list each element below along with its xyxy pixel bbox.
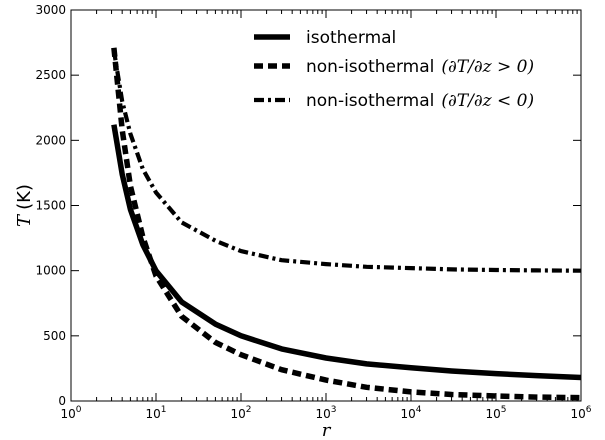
x-tick-exponent: 6 (586, 405, 592, 415)
series-line-3 (111, 50, 582, 273)
y-tick-label: 500 (43, 329, 66, 343)
y-axis-title: T (K) (14, 184, 35, 227)
x-tick-base: 10 (230, 407, 245, 421)
x-tick-label: 106 (570, 405, 591, 421)
series-layer (111, 47, 582, 401)
y-axis-unit: (K) (14, 184, 35, 210)
x-tick-base: 10 (400, 407, 415, 421)
y-axis-symbol: T (14, 213, 35, 227)
x-tick-base: 10 (485, 407, 500, 421)
x-axis-title: r (322, 420, 332, 440)
legend-label-2: non-isothermal (∂T/∂z > 0) (306, 57, 534, 77)
x-tick-exponent: 0 (76, 405, 82, 415)
legend-label-3: non-isothermal (∂T/∂z < 0) (306, 91, 534, 111)
legend-series-name: isothermal (306, 28, 396, 48)
legend-series-name: non-isothermal (306, 91, 434, 111)
x-tick-label: 100 (60, 405, 81, 421)
x-tick-base: 10 (570, 407, 585, 421)
x-tick-base: 10 (60, 407, 75, 421)
y-tick-label: 1000 (35, 264, 66, 278)
x-tick-exponent: 3 (331, 405, 337, 415)
x-tick-exponent: 2 (246, 405, 252, 415)
legend-series-condition: (∂T/∂z > 0) (441, 57, 534, 77)
x-tick-base: 10 (145, 407, 160, 421)
legend-series-condition: (∂T/∂z < 0) (441, 91, 534, 111)
x-tick-exponent: 4 (416, 405, 422, 415)
y-tick-label: 1500 (35, 199, 66, 213)
labels-layer: 100 101 102 103 104 105 1060500100015002000250… (35, 3, 591, 421)
x-tick-label: 104 (400, 405, 421, 421)
legend-series-name: non-isothermal (306, 57, 434, 77)
legend-label-1: isothermal (306, 28, 396, 48)
series-line-2 (111, 47, 582, 401)
y-tick-label: 2500 (35, 68, 66, 82)
y-tick-label: 3000 (35, 3, 66, 17)
x-tick-label: 101 (145, 405, 166, 421)
x-tick-exponent: 1 (161, 405, 167, 415)
y-tick-label: 0 (58, 394, 66, 408)
series-line-1 (111, 124, 582, 381)
ticks-layer (70, 9, 582, 402)
y-tick-label: 2000 (35, 133, 66, 147)
x-tick-label: 105 (485, 405, 506, 421)
x-tick-label: 103 (315, 405, 336, 421)
x-tick-exponent: 5 (501, 405, 507, 415)
x-tick-base: 10 (315, 407, 330, 421)
x-tick-label: 102 (230, 405, 251, 421)
